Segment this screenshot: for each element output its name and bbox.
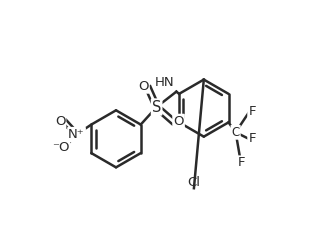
Text: F: F [248,105,256,118]
Text: N⁺: N⁺ [68,128,85,141]
Text: C: C [231,126,240,139]
Text: O: O [173,115,184,128]
Text: HN: HN [155,76,174,90]
Text: O: O [138,80,149,93]
Text: S: S [152,99,161,115]
Text: O: O [55,115,65,128]
Text: F: F [248,132,256,145]
Text: F: F [237,156,245,169]
Text: Cl: Cl [187,176,200,189]
Text: ⁻O: ⁻O [52,141,69,154]
